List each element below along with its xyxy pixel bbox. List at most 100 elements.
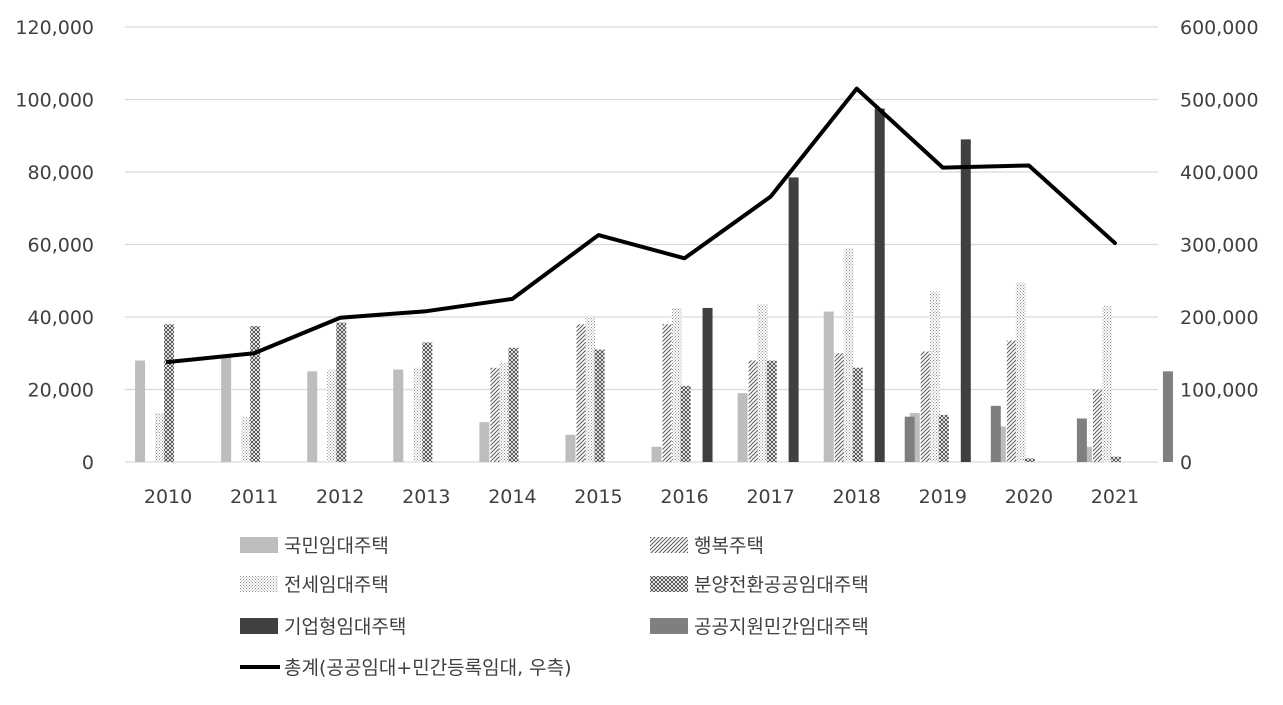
legend-swatch: [650, 618, 688, 634]
bar: [823, 311, 834, 462]
legend-swatch: [650, 576, 688, 592]
y-tick-label-left: 20,000: [28, 380, 94, 402]
legend-swatch: [240, 618, 278, 634]
bar: [938, 414, 949, 462]
gridlines: [125, 26, 1158, 463]
y-tick-label-right: 100,000: [1180, 380, 1259, 402]
right-axis: 0 100,000 200,000 300,000 400,000 500,000 600,…: [1180, 17, 1259, 474]
x-tick-label: 2021: [1091, 486, 1139, 508]
bar: [920, 351, 931, 462]
legend-item: 분양전환공공임대주택: [650, 574, 869, 596]
bar: [702, 307, 713, 462]
y-tick-label-left: 80,000: [28, 162, 94, 184]
y-tick-label-right: 300,000: [1180, 235, 1259, 257]
legend-label: 국민임대주택: [284, 535, 389, 557]
bar: [336, 322, 347, 462]
bar: [1092, 389, 1103, 462]
bar: [1081, 446, 1092, 462]
bar: [135, 360, 146, 462]
x-tick-label: 2020: [1005, 486, 1053, 508]
y-tick-label-left: 120,000: [15, 17, 94, 39]
x-tick-label: 2012: [316, 486, 364, 508]
legend-label: 행복주택: [694, 535, 764, 557]
legend-swatch: [240, 537, 278, 553]
bar: [1162, 371, 1173, 462]
bar: [594, 349, 605, 462]
bar: [874, 108, 885, 462]
legend-item: 총계(공공임대+민간등록임대, 우측): [240, 657, 572, 679]
bar: [834, 353, 845, 462]
x-axis: 2010 2011 2012 2013 2014 2015 2016 2017 2018 2019…: [144, 486, 1139, 508]
y-tick-label-right: 400,000: [1180, 162, 1259, 184]
y-tick-label-right: 200,000: [1180, 307, 1259, 329]
bar: [241, 416, 252, 462]
x-tick-label: 2013: [402, 486, 450, 508]
bar: [164, 324, 175, 462]
line-total: [166, 86, 1117, 364]
bar: [490, 367, 501, 462]
bar: [995, 426, 1006, 462]
bar: [221, 356, 232, 462]
bar: [1006, 340, 1017, 462]
total-line: [166, 86, 1117, 364]
left-axis: 0 20,000 40,000 60,000 80,000 100,000 120,000: [15, 17, 94, 474]
bar: [757, 304, 768, 462]
legend-label: 총계(공공임대+민간등록임대, 우측): [284, 657, 572, 679]
bar: [393, 369, 404, 462]
y-tick-label-right: 600,000: [1180, 17, 1259, 39]
bar: [585, 317, 596, 462]
legend-swatch: [650, 537, 688, 553]
bar: [1110, 456, 1121, 462]
bar-series: [702, 108, 971, 462]
bar: [413, 367, 424, 462]
legend-item: 행복주택: [650, 535, 764, 557]
x-tick-label: 2017: [746, 486, 794, 508]
x-tick-label: 2011: [230, 486, 278, 508]
bar: [680, 385, 691, 462]
y-tick-label-left: 0: [82, 452, 94, 474]
bar: [1024, 458, 1035, 462]
bars: [135, 108, 1173, 462]
bar: [651, 446, 662, 462]
bar: [960, 139, 971, 462]
y-tick-label-left: 100,000: [15, 90, 94, 112]
bar: [990, 405, 1001, 462]
bar: [843, 248, 854, 462]
bar: [1101, 306, 1112, 462]
bar: [904, 416, 915, 462]
bar: [671, 307, 682, 462]
bar: [499, 362, 510, 462]
bar-series: [164, 322, 1121, 462]
bar: [929, 291, 940, 462]
bar: [576, 324, 587, 462]
bar: [155, 413, 166, 462]
bar: [852, 367, 863, 462]
bar-series: [155, 248, 1112, 462]
x-tick-label: 2018: [833, 486, 881, 508]
legend-label: 공공지원민간임대주택: [694, 616, 869, 638]
bar: [565, 434, 576, 462]
y-tick-label-left: 60,000: [28, 235, 94, 257]
bar: [479, 422, 490, 462]
legend-label: 기업형임대주택: [284, 616, 406, 638]
bar: [748, 360, 759, 462]
bar-series: [904, 371, 1173, 462]
bar: [788, 177, 799, 462]
legend-swatch: [240, 576, 278, 592]
bar: [508, 347, 519, 462]
legend-label: 분양전환공공임대주택: [694, 574, 869, 596]
bar: [327, 369, 338, 462]
y-tick-label-right: 0: [1180, 452, 1192, 474]
legend-item: 전세임대주택: [240, 574, 389, 596]
bar: [737, 393, 748, 462]
bar: [909, 413, 920, 462]
bar: [662, 324, 673, 462]
x-tick-label: 2015: [574, 486, 622, 508]
x-tick-label: 2010: [144, 486, 192, 508]
legend-item: 공공지원민간임대주택: [650, 616, 869, 638]
x-tick-label: 2014: [488, 486, 536, 508]
x-tick-label: 2016: [660, 486, 708, 508]
